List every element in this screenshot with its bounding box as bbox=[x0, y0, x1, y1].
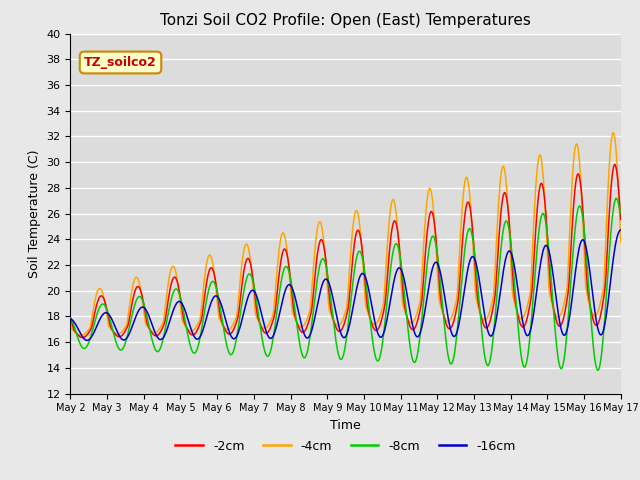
Y-axis label: Soil Temperature (C): Soil Temperature (C) bbox=[28, 149, 41, 278]
Legend: -2cm, -4cm, -8cm, -16cm: -2cm, -4cm, -8cm, -16cm bbox=[170, 434, 521, 457]
Title: Tonzi Soil CO2 Profile: Open (East) Temperatures: Tonzi Soil CO2 Profile: Open (East) Temp… bbox=[160, 13, 531, 28]
X-axis label: Time: Time bbox=[330, 419, 361, 432]
Text: TZ_soilco2: TZ_soilco2 bbox=[84, 56, 157, 69]
